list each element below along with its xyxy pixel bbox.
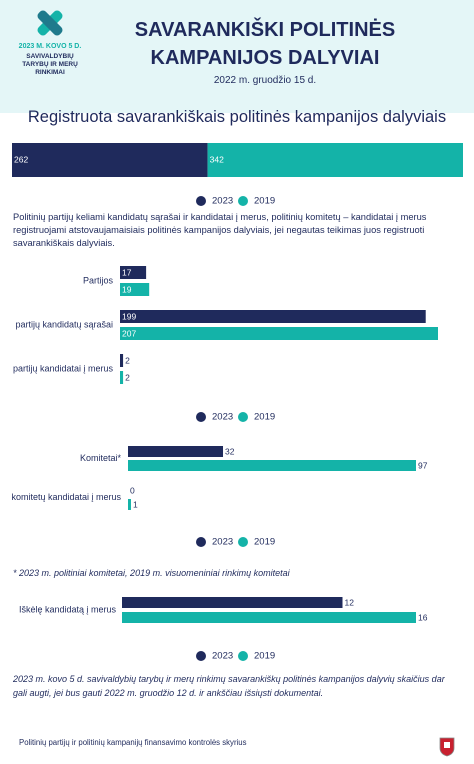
value-label: 207 [122, 328, 136, 338]
date: 2022 m. gruodžio 15 d. [213, 75, 317, 86]
bar [120, 327, 438, 340]
bar [122, 612, 416, 623]
bar [120, 283, 150, 296]
coat-of-arms [439, 737, 455, 757]
legend-marker [238, 196, 248, 206]
bar [122, 597, 343, 608]
category-label: Komitetai* [80, 453, 122, 463]
legend-marker [196, 196, 206, 206]
value-label: 2 [125, 372, 130, 382]
legend-label: 2023 [212, 196, 233, 207]
bar-segment [12, 143, 208, 177]
chart-title: Registruota savarankiškais politinės kam… [27, 108, 447, 126]
legend-marker [196, 651, 206, 661]
category-label: Iškėlę kandidatą į merus [19, 604, 117, 614]
legend-marker [196, 537, 206, 547]
value-label: 199 [122, 311, 136, 321]
value-label: 19 [122, 284, 132, 294]
note: 2023 m. kovo 5 d. savivaldybių tarybų ir… [13, 674, 445, 698]
bar-segment [207, 143, 463, 177]
legend-label: 2019 [254, 412, 275, 423]
value-label: 2 [125, 355, 130, 365]
value-label: 1 [133, 499, 138, 509]
bar [120, 266, 147, 279]
value-label: 0 [130, 485, 135, 495]
legend-marker [238, 412, 248, 422]
value-label: 16 [418, 612, 428, 622]
legend-label: 2023 [212, 537, 233, 548]
legend-marker [238, 651, 248, 661]
bar [120, 310, 426, 323]
value-label: 262 [14, 154, 28, 164]
bar [128, 460, 416, 471]
legend-label: 2023 [212, 412, 233, 423]
bar [120, 371, 124, 384]
logo-text: SAVIVALDYBIŲ TARYBŲ IR MERŲ RINKIMAI [22, 53, 78, 76]
legend-label: 2019 [254, 651, 275, 662]
value-label: 17 [122, 267, 132, 277]
legend-marker [196, 412, 206, 422]
value-label: 97 [418, 460, 428, 470]
footer: Politinių partijų ir politinių kampanijų… [19, 738, 247, 747]
category-label: Partijos [83, 275, 114, 285]
bar [128, 499, 131, 510]
legend-label: 2019 [254, 196, 275, 207]
category-label: komitetų kandidatai į merus [11, 492, 121, 502]
logo-date: 2023 M. KOVO 5 D. [18, 43, 82, 50]
legend-marker [238, 537, 248, 547]
footnote: * 2023 m. politiniai komitetai, 2019 m. … [13, 568, 290, 578]
category-label: partijų kandidatų sąrašai [15, 319, 113, 329]
header-band [0, 0, 474, 113]
description: Politinių partijų keliami kandidatų sąra… [13, 212, 427, 248]
page-title: SAVARANKIŠKI POLITINĖS KAMPANIJOS DALYVI… [134, 19, 396, 69]
value-label: 12 [345, 597, 355, 607]
legend-label: 2019 [254, 537, 275, 548]
value-label: 32 [225, 446, 235, 456]
category-label: partijų kandidatai į merus [13, 363, 114, 373]
bar [120, 354, 124, 367]
value-label: 342 [210, 154, 224, 164]
bar [128, 446, 224, 457]
legend-label: 2023 [212, 651, 233, 662]
logo [37, 10, 63, 36]
